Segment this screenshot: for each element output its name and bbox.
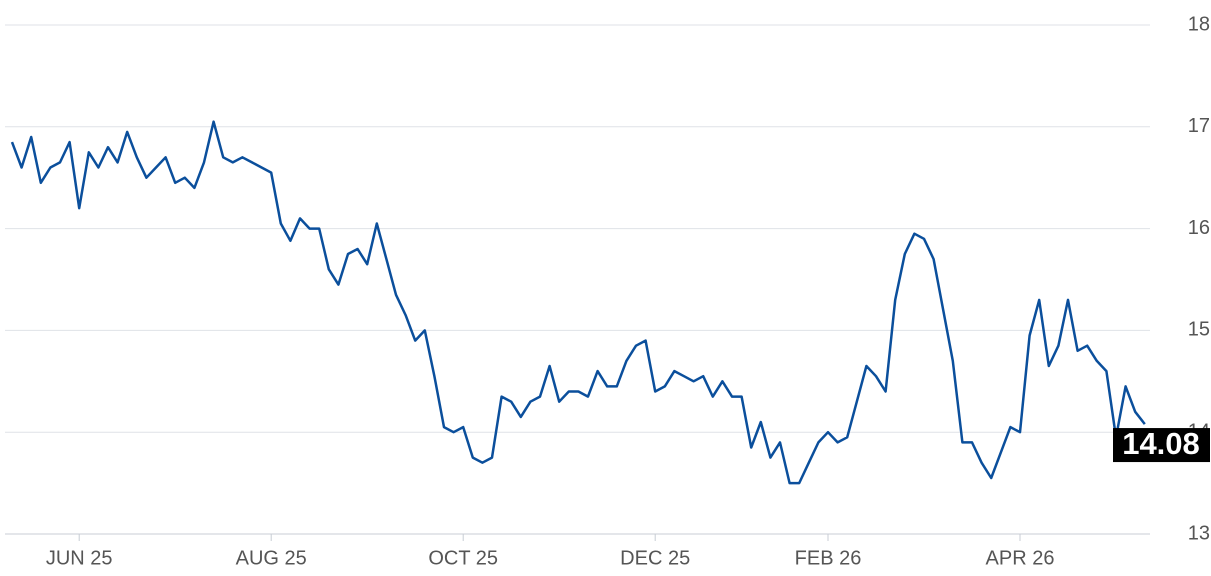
price-line	[10, 120, 1146, 485]
last-value-badge	[1113, 428, 1210, 463]
y-tick-label: 15	[1188, 319, 1210, 341]
x-tick-label: AUG 25	[236, 547, 307, 569]
y-tick-label: 17	[1188, 115, 1210, 137]
y-tick-label: 13	[1188, 522, 1210, 544]
x-tick-label: JUN 25	[46, 547, 113, 569]
x-tick-label: APR 26	[986, 547, 1055, 569]
y-tick-label: 16	[1188, 217, 1210, 239]
x-tick-label: DEC 25	[620, 547, 690, 569]
x-tick-label: OCT 25	[428, 547, 498, 569]
y-tick-label: 18	[1188, 13, 1210, 35]
x-tick-label: FEB 26	[795, 547, 862, 569]
last-value-label: 14.08	[1122, 426, 1200, 461]
